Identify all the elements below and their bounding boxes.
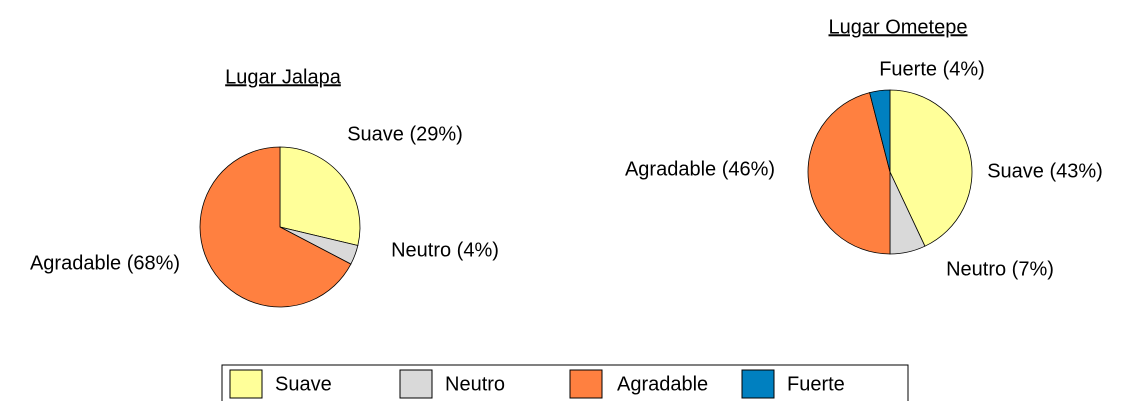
slice-label: Agradable (68%): [30, 252, 180, 274]
slice-label: Suave (43%): [987, 160, 1103, 182]
chart-title: Lugar Jalapa: [225, 66, 342, 88]
pie-slice: [889, 89, 973, 247]
chart-title: Lugar Ometepe: [829, 16, 968, 38]
slice-label: Agradable (46%): [625, 158, 775, 180]
slice-label: Fuerte (4%): [879, 58, 985, 80]
legend-swatch: [399, 369, 433, 399]
legend-box: [221, 364, 909, 401]
pie-slice: [279, 146, 361, 246]
pie-slice: [807, 92, 891, 255]
legend-swatch: [569, 369, 603, 399]
legend-swatch: [229, 369, 263, 399]
legend-label: Agradable: [617, 373, 708, 395]
legend-label: Suave: [275, 373, 332, 395]
pie-slice: [199, 146, 352, 308]
slice-label: Suave (29%): [347, 123, 463, 145]
legend-label: Fuerte: [787, 373, 845, 395]
slice-label: Neutro (4%): [391, 239, 499, 261]
slice-label: Neutro (7%): [946, 258, 1054, 280]
legend-label: Neutro: [445, 373, 505, 395]
legend-swatch: [741, 369, 775, 399]
pie-slice: [869, 89, 891, 173]
